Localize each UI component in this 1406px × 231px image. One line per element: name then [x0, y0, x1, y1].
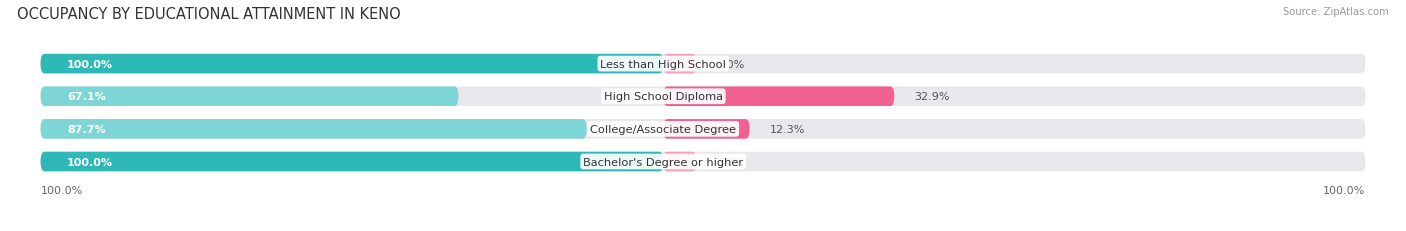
Text: Bachelor's Degree or higher: Bachelor's Degree or higher — [583, 157, 744, 167]
Text: 12.3%: 12.3% — [769, 124, 804, 134]
Text: Less than High School: Less than High School — [600, 59, 725, 69]
Text: OCCUPANCY BY EDUCATIONAL ATTAINMENT IN KENO: OCCUPANCY BY EDUCATIONAL ATTAINMENT IN K… — [17, 7, 401, 22]
Text: 100.0%: 100.0% — [67, 59, 112, 69]
Text: 0.0%: 0.0% — [716, 157, 745, 167]
FancyBboxPatch shape — [664, 55, 696, 74]
Text: 0.0%: 0.0% — [716, 59, 745, 69]
Text: 100.0%: 100.0% — [41, 185, 83, 195]
Text: 100.0%: 100.0% — [67, 157, 112, 167]
FancyBboxPatch shape — [41, 120, 1365, 139]
FancyBboxPatch shape — [664, 120, 749, 139]
FancyBboxPatch shape — [41, 55, 1365, 74]
Text: College/Associate Degree: College/Associate Degree — [591, 124, 737, 134]
FancyBboxPatch shape — [41, 87, 458, 106]
FancyBboxPatch shape — [41, 55, 664, 74]
FancyBboxPatch shape — [41, 152, 1365, 172]
Text: Source: ZipAtlas.com: Source: ZipAtlas.com — [1284, 7, 1389, 17]
Text: 100.0%: 100.0% — [1323, 185, 1365, 195]
FancyBboxPatch shape — [664, 152, 696, 172]
FancyBboxPatch shape — [664, 87, 894, 106]
Text: 87.7%: 87.7% — [67, 124, 105, 134]
FancyBboxPatch shape — [41, 152, 664, 172]
Text: 67.1%: 67.1% — [67, 92, 105, 102]
Text: High School Diploma: High School Diploma — [603, 92, 723, 102]
FancyBboxPatch shape — [41, 120, 586, 139]
FancyBboxPatch shape — [41, 87, 1365, 106]
Text: 32.9%: 32.9% — [914, 92, 949, 102]
